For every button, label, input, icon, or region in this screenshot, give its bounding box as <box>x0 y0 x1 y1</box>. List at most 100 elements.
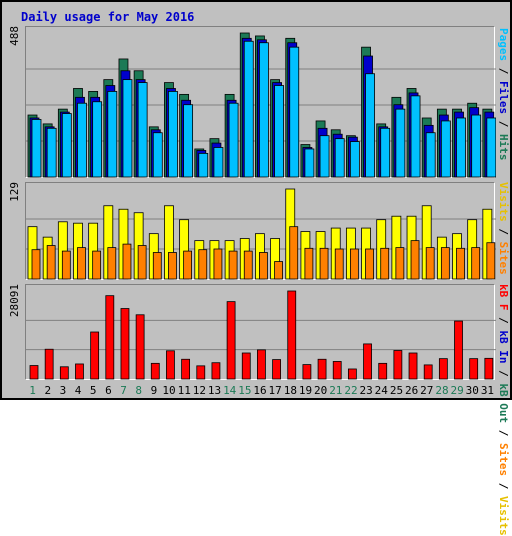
sites-bar <box>168 252 177 280</box>
sites-bar <box>213 248 223 280</box>
legend-sep: / <box>497 120 510 128</box>
top-ymax-label: 488 <box>8 26 21 46</box>
x-tick-label: 12 <box>192 384 206 397</box>
pages-bar <box>61 113 72 178</box>
pages-bar <box>198 152 209 178</box>
sites-bar <box>243 250 253 280</box>
legend-kbf: kB F <box>497 284 510 311</box>
sites-bar <box>122 243 132 280</box>
kbf-bar <box>363 343 372 380</box>
x-tick-label: 20 <box>314 384 328 397</box>
sites-bar <box>410 240 420 280</box>
x-tick-label: 28 <box>435 384 449 397</box>
sites-bar <box>425 247 435 280</box>
kbf-bar <box>454 320 463 380</box>
x-tick-label: 15 <box>238 384 252 397</box>
x-tick-label: 27 <box>420 384 434 397</box>
kbf-bar <box>484 357 494 380</box>
middle-chart-svg <box>26 188 496 280</box>
pages-bar <box>243 40 254 178</box>
sites-bar <box>486 242 496 280</box>
bottom-panel <box>25 284 496 380</box>
top-legend: Pages / Files / Hits <box>497 28 510 161</box>
kbf-bar <box>408 352 418 380</box>
sites-bar <box>92 250 102 280</box>
x-tick-label: 2 <box>44 384 52 397</box>
kbf-bar <box>226 301 236 380</box>
middle-panel <box>25 182 496 280</box>
pages-bar <box>471 114 482 178</box>
legend-sep: / <box>497 67 510 75</box>
top-chart-svg <box>26 32 496 178</box>
kbf-bar <box>59 366 69 380</box>
sites-bar <box>471 247 481 280</box>
legend-sep: / <box>497 228 510 235</box>
pages-bar <box>274 85 284 178</box>
pages-bar <box>107 91 118 178</box>
pages-bar <box>380 127 391 178</box>
pages-bar <box>213 147 224 178</box>
sites-bar <box>77 247 86 280</box>
sites-bar <box>395 247 405 280</box>
kbf-bar <box>378 362 388 380</box>
sites-bar <box>46 245 56 280</box>
kbf-bar <box>302 364 312 380</box>
sites-bar <box>198 249 208 280</box>
chart-title: Daily usage for May 2016 <box>21 10 195 24</box>
pages-bar <box>456 117 466 178</box>
sites-bar <box>107 247 117 280</box>
kbf-bar <box>257 349 266 380</box>
sites-bar <box>456 247 465 280</box>
sites-bar <box>61 250 71 280</box>
sites-bar <box>365 248 374 280</box>
sites-bar <box>334 248 344 280</box>
kbf-bar <box>272 359 281 380</box>
x-tick-label: 8 <box>135 384 143 397</box>
x-tick-label: 30 <box>465 384 479 397</box>
pages-bar <box>334 138 345 178</box>
pages-bar <box>365 73 375 178</box>
kbf-bar <box>166 350 175 380</box>
kbf-bar <box>90 331 100 380</box>
x-tick-label: 4 <box>74 384 82 397</box>
kbf-bar <box>317 358 327 380</box>
x-tick-label: 16 <box>253 384 267 397</box>
pages-bar <box>289 46 300 178</box>
x-tick-label: 14 <box>223 384 237 397</box>
sites-bar <box>289 226 299 280</box>
pages-bar <box>228 102 239 178</box>
x-tick-label: 29 <box>450 384 464 397</box>
pages-bar <box>304 148 315 178</box>
x-tick-label: 11 <box>177 384 191 397</box>
pages-bar <box>425 132 436 178</box>
kbf-bar <box>423 364 433 380</box>
pages-bar <box>349 141 360 178</box>
kbf-bar <box>241 352 251 380</box>
pages-bar <box>395 108 406 178</box>
legend-sep: / <box>497 482 510 490</box>
legend-kbin: kB In <box>497 330 510 364</box>
pages-bar <box>31 119 42 178</box>
kbf-bar <box>105 295 115 380</box>
kbf-bar <box>120 308 130 380</box>
legend-sites: Sites <box>497 241 510 275</box>
bottom-legend: kB F / kB In / kB Out / Sites / Visits <box>497 284 510 536</box>
pages-bar <box>319 135 330 178</box>
legend-pages: Pages <box>497 28 510 62</box>
legend-sep: / <box>497 370 510 377</box>
kbf-bar <box>196 365 206 380</box>
x-tick-label: 25 <box>389 384 404 397</box>
x-tick-label: 23 <box>359 384 373 397</box>
pages-bar <box>152 132 163 178</box>
x-tick-label: 31 <box>480 384 495 397</box>
sites-bar <box>304 247 314 280</box>
middle-ymax-label: 129 <box>8 182 21 202</box>
x-tick-label: 13 <box>207 384 222 397</box>
sites-bar <box>137 245 147 280</box>
x-tick-label: 24 <box>374 384 388 397</box>
top-panel <box>25 26 496 178</box>
kbf-bar <box>438 358 448 380</box>
pages-bar <box>92 101 103 178</box>
bottom-chart-svg <box>26 290 496 380</box>
